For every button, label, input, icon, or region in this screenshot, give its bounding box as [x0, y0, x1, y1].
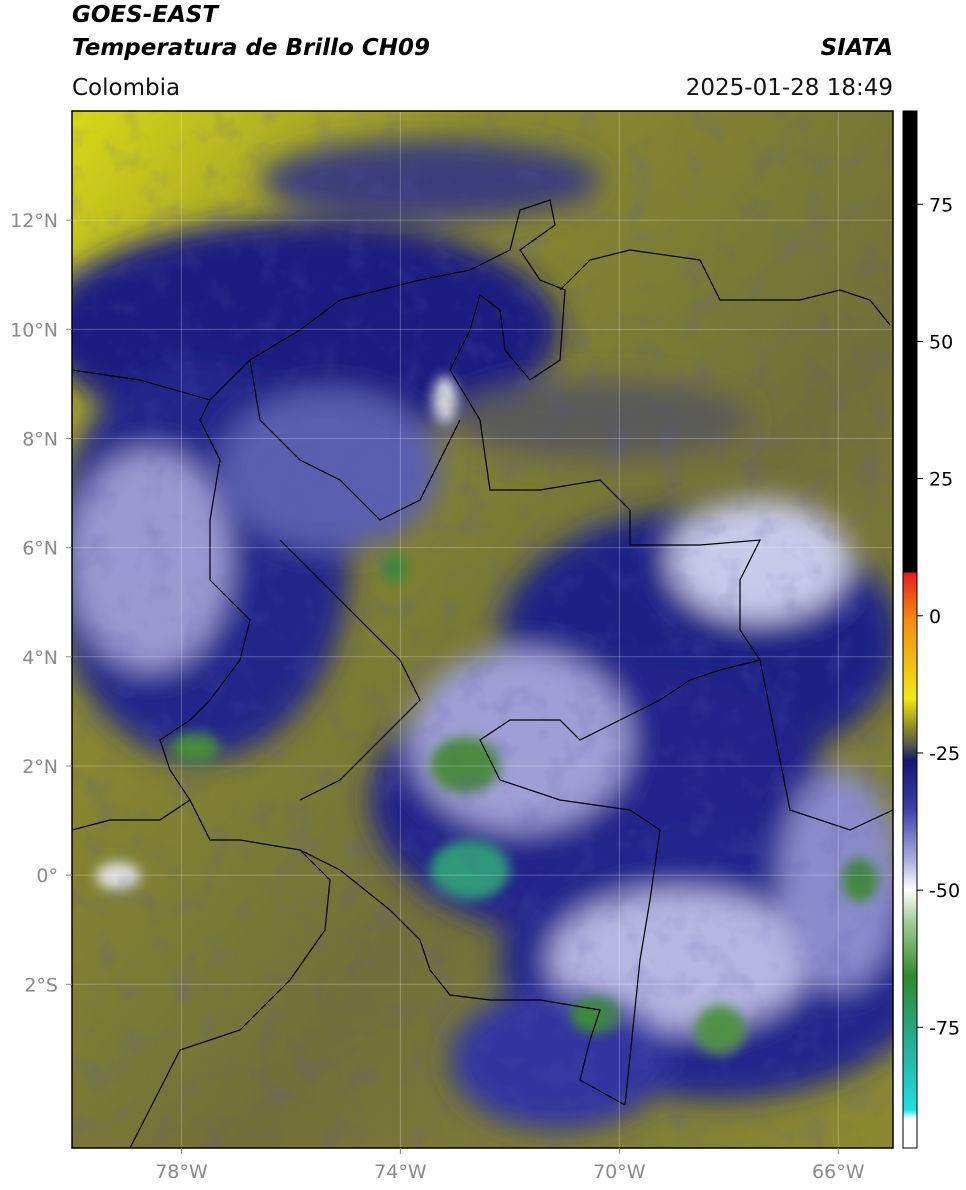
y-tick-label: 2°S [24, 974, 58, 996]
y-tick-label: 4°N [22, 647, 58, 669]
borders [72, 199, 893, 1148]
imagery [72, 111, 893, 1148]
title-line1: GOES-EAST [72, 2, 220, 28]
colorbar-tick-label: 0 [929, 606, 941, 628]
colorbar-tick-label: -25 [929, 743, 960, 765]
x-tick-label: 78°W [155, 1161, 208, 1183]
datetime: 2025-01-28 18:49 [686, 75, 893, 101]
source: SIATA [821, 35, 893, 61]
region: Colombia [72, 75, 180, 101]
x-tick-label: 74°W [374, 1161, 427, 1183]
title-line2: Temperatura de Brillo CH09 [72, 35, 430, 61]
colorbar-tick-label: -75 [929, 1017, 960, 1039]
x-tick-label: 66°W [812, 1161, 865, 1183]
grid [72, 111, 893, 1148]
map-frame [71, 110, 894, 1149]
colorbar-tick-label: 25 [929, 469, 953, 491]
y-tick-label: 10°N [10, 319, 58, 341]
y-tick-label: 12°N [10, 210, 58, 232]
y-tick-label: 6°N [22, 538, 58, 560]
colorbar-tick-label: -50 [929, 880, 960, 902]
x-tick-label: 70°W [593, 1161, 646, 1183]
colorbar-tick-label: 50 [929, 331, 953, 353]
y-tick-label: 0° [36, 865, 58, 887]
colorbar-tick-label: 75 [929, 194, 953, 216]
y-tick-label: 8°N [22, 428, 58, 450]
colorbar [902, 110, 918, 1149]
y-tick-label: 2°N [22, 756, 58, 778]
